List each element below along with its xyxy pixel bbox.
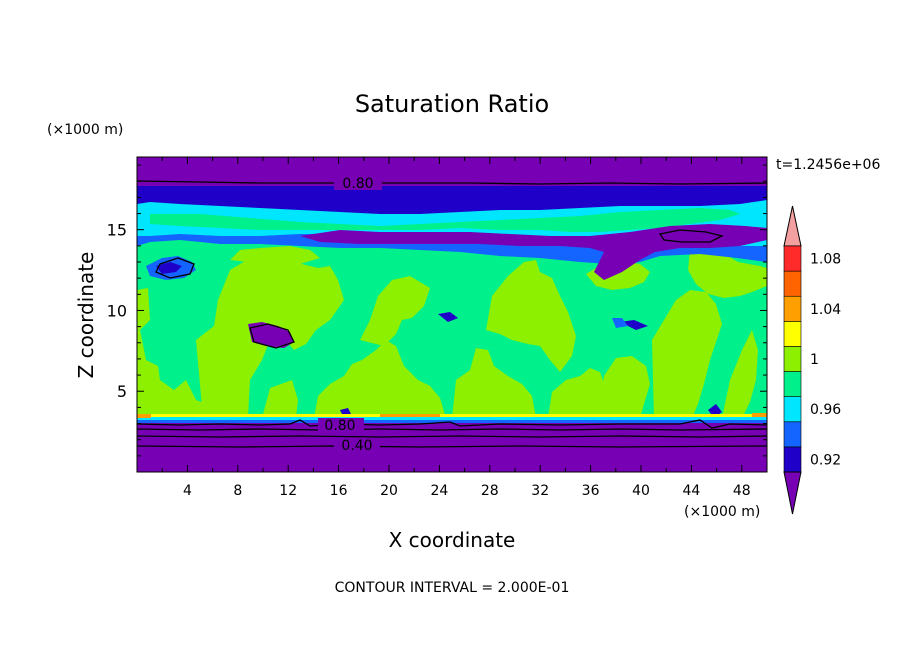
- colorbar-top-arrow: [783, 205, 802, 247]
- x-axis-label: X coordinate: [389, 528, 516, 552]
- colorbar: 1.08 1.04 1 0.96 0.92: [783, 205, 841, 515]
- fill-surface-strip-sat: [137, 417, 767, 420]
- fill-top-dry-layer: [137, 157, 767, 186]
- plot-area: [137, 157, 767, 472]
- x-tick-label: 4: [183, 483, 192, 499]
- contour-label-top: 0.80: [342, 176, 373, 192]
- y-axis-label: Z coordinate: [74, 252, 98, 379]
- colorbar-segment: [783, 446, 802, 473]
- colorbar-label: 0.92: [810, 452, 841, 468]
- fill-saturated-band: [150, 208, 740, 232]
- colorbar-segment: [783, 295, 802, 322]
- x-tick-label: 40: [632, 483, 650, 499]
- x-tick-label: 48: [733, 483, 751, 499]
- x-tick-label: 20: [380, 483, 398, 499]
- colorbar-segment: [783, 346, 802, 372]
- time-label: t=1.2456e+06: [776, 157, 880, 173]
- x-tick-label: 12: [279, 483, 297, 499]
- y-tick-label: 5: [117, 382, 127, 401]
- x-axis: 4 8 12 16 20 24 28 32 36 40 44 48: [161, 157, 751, 499]
- fill-surface-strip-orange-left: [137, 414, 151, 418]
- fill-surface-strip-orange-right: [752, 413, 767, 417]
- colorbar-segment: [783, 421, 802, 448]
- colorbar-segment: [783, 245, 802, 272]
- x-unit-label: (×1000 m): [684, 504, 760, 520]
- fill-very-dry-pocket: [300, 224, 767, 280]
- colorbar-bottom-arrow: [783, 471, 802, 515]
- x-tick-label: 32: [531, 483, 549, 499]
- fill-surface-strip-moist: [137, 420, 767, 423]
- fill-surface-strip-orange-mid: [380, 414, 440, 417]
- chart-title: Saturation Ratio: [355, 90, 549, 118]
- x-tick-label: 28: [481, 483, 499, 499]
- y-unit-label: (×1000 m): [47, 122, 123, 138]
- fill-dry-band: [137, 186, 767, 214]
- colorbar-label: 1.08: [810, 252, 841, 268]
- colorbar-label: 1.04: [810, 302, 841, 318]
- x-tick-label: 44: [682, 483, 700, 499]
- x-tick-label: 16: [330, 483, 348, 499]
- x-tick-label: 8: [233, 483, 242, 499]
- y-tick-label: 15: [107, 221, 127, 240]
- y-tick-label: 10: [107, 301, 127, 320]
- contour-interval-footer: CONTOUR INTERVAL = 2.000E-01: [335, 580, 570, 596]
- colorbar-segment: [783, 321, 802, 347]
- colorbar-label: 0.96: [810, 402, 841, 418]
- fill-left-pocket-core: [156, 262, 182, 274]
- fill-surface-strip-high: [137, 414, 767, 417]
- colorbar-segment: [783, 396, 802, 423]
- colorbar-segment: [783, 270, 802, 297]
- plot-frame: [136, 156, 768, 473]
- colorbar-label: 1: [810, 352, 819, 368]
- upper-moist-band: [137, 186, 767, 280]
- colorbar-segment: [783, 371, 802, 397]
- contour-label-boundary: 0.80: [324, 418, 355, 434]
- x-tick-label: 24: [430, 483, 448, 499]
- y-axis: 5 10 15: [107, 164, 767, 457]
- x-tick-label: 36: [582, 483, 600, 499]
- contour-label-lower: 0.40: [341, 438, 372, 454]
- contour-lines: [137, 180, 767, 448]
